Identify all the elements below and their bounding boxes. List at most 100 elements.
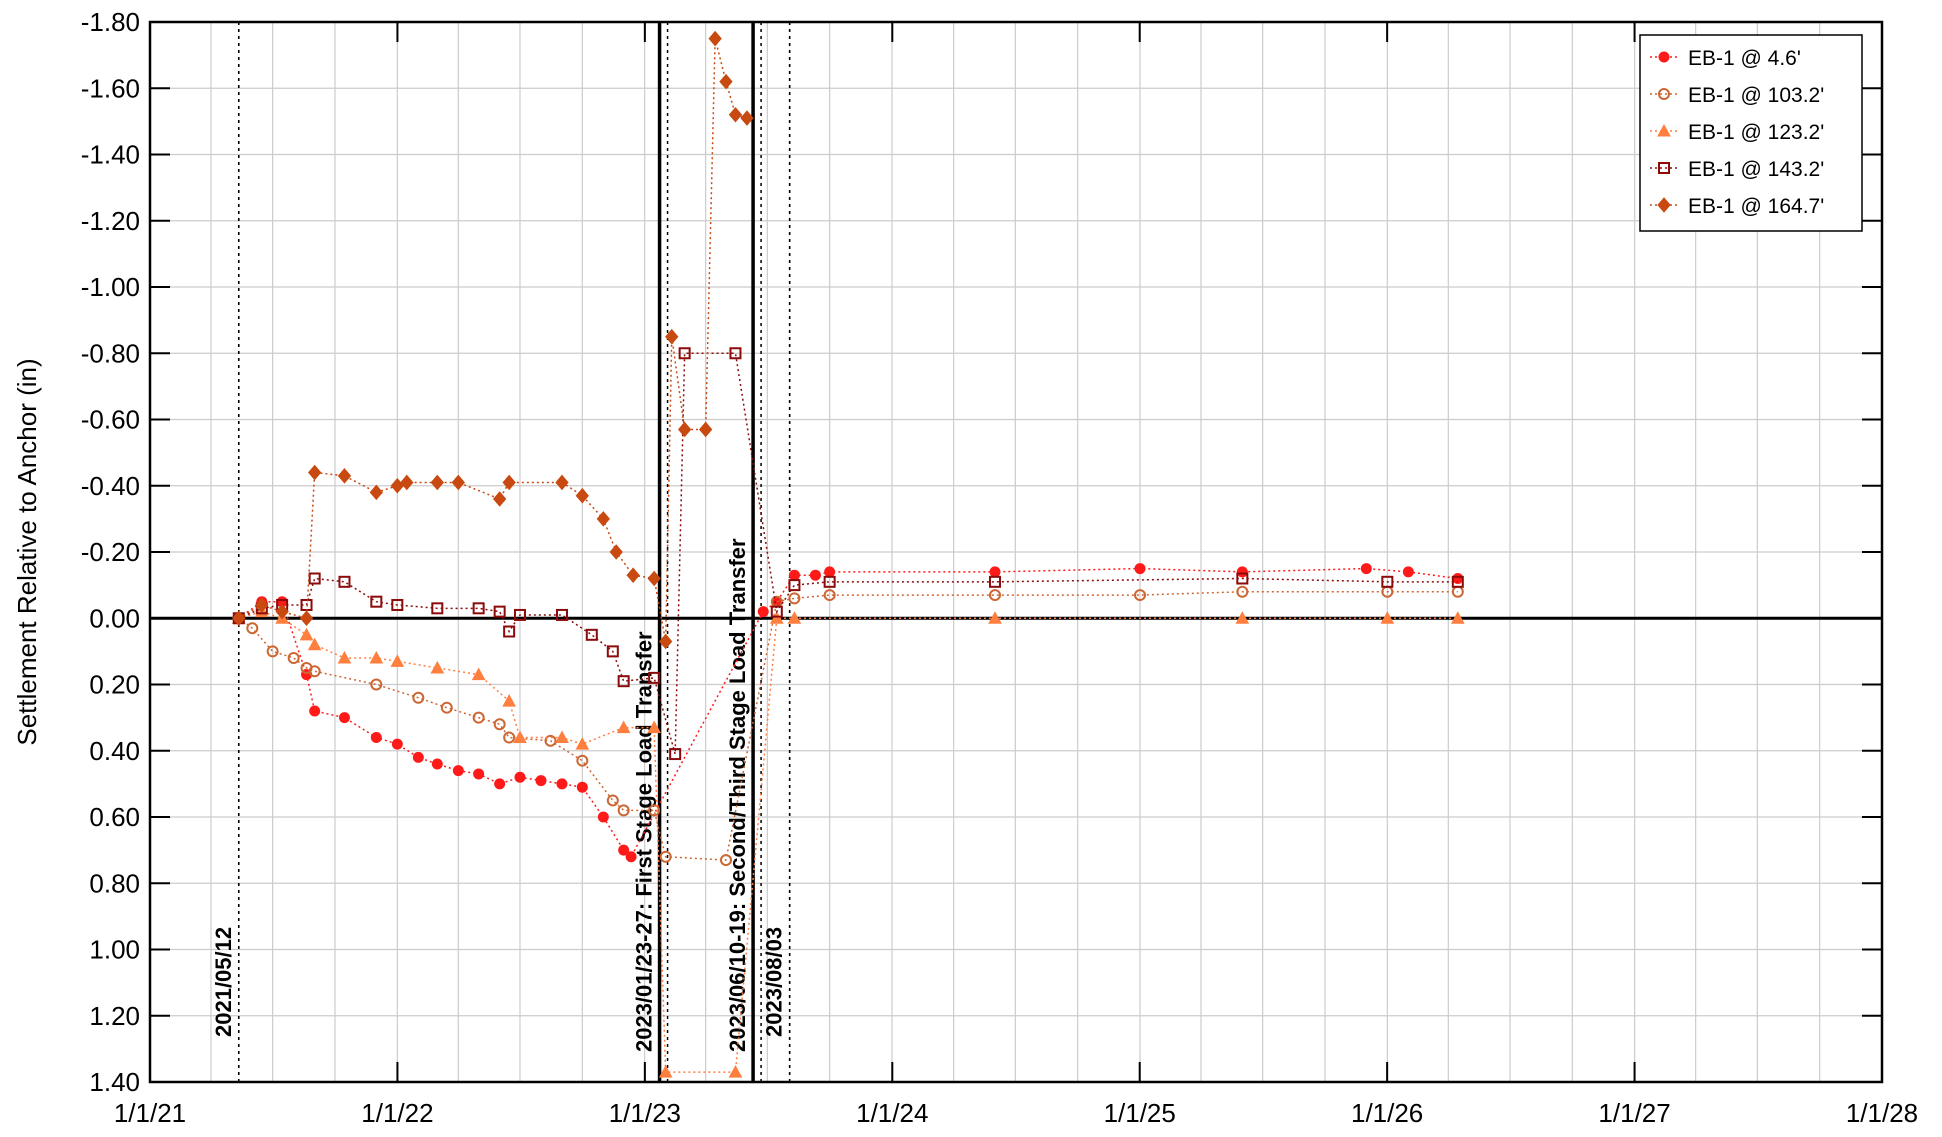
data-point [232, 610, 246, 627]
data-point [494, 778, 506, 790]
data-point [308, 572, 321, 585]
data-point [412, 751, 424, 763]
data-point [678, 347, 691, 360]
x-tick-label: 1/1/26 [1351, 1098, 1423, 1128]
data-point [626, 567, 640, 583]
legend-entry: EB-1 @ 164.7' [1688, 195, 1824, 218]
series-plot [231, 30, 1465, 1078]
x-tick-label: 1/1/22 [361, 1098, 433, 1128]
data-point [471, 667, 486, 681]
series-group [232, 30, 754, 650]
data-point [576, 754, 589, 767]
data-point [698, 421, 713, 438]
data-point [989, 566, 1001, 578]
data-point [647, 720, 661, 734]
y-tick-label: -1.00 [81, 272, 140, 302]
data-point [1380, 611, 1395, 624]
data-point [337, 468, 352, 484]
data-point [824, 566, 836, 578]
data-point [606, 794, 619, 807]
data-point [988, 611, 1002, 624]
data-point [492, 491, 507, 507]
data-point [1657, 197, 1671, 213]
data-point [669, 748, 682, 761]
data-point [246, 622, 259, 635]
data-point [1451, 575, 1464, 588]
data-point [740, 110, 754, 126]
data-point [472, 711, 485, 724]
data-point [299, 610, 314, 627]
legend-entry: EB-1 @ 143.2' [1688, 158, 1824, 181]
event-label: 2023/08/03 [762, 927, 787, 1037]
data-point [1360, 563, 1372, 575]
y-tick-label: 0.20 [89, 670, 140, 700]
series-line [238, 352, 1458, 755]
x-tick-label: 1/1/23 [609, 1098, 681, 1128]
data-point [1235, 611, 1250, 624]
series-line [238, 610, 1458, 1073]
data-point [719, 73, 733, 90]
data-point [555, 730, 569, 743]
legend-entry: EB-1 @ 103.2' [1688, 84, 1824, 107]
data-point [1658, 51, 1670, 63]
data-point [728, 1065, 743, 1078]
data-point [787, 611, 802, 624]
data-point [617, 804, 630, 817]
data-point [337, 650, 352, 664]
data-point [596, 511, 610, 527]
data-point [430, 474, 444, 491]
data-point [1450, 611, 1465, 624]
y-tick-label: 1.40 [89, 1067, 140, 1097]
data-point [308, 665, 321, 678]
x-tick-label: 1/1/27 [1598, 1098, 1670, 1128]
data-point [757, 606, 769, 618]
y-tick-label: -0.80 [81, 338, 140, 368]
data-point [788, 592, 801, 605]
data-point [493, 605, 506, 618]
data-point [788, 579, 801, 592]
data-point [988, 575, 1001, 588]
x-tick-label: 1/1/24 [856, 1098, 928, 1128]
data-point [503, 731, 516, 744]
data-point [473, 768, 485, 780]
data-point [452, 765, 464, 777]
data-point [309, 705, 321, 717]
data-point [431, 758, 443, 770]
y-tick-label: -1.40 [81, 140, 140, 170]
data-point [708, 30, 722, 47]
y-tick-label: -1.60 [81, 73, 140, 103]
legend: EB-1 @ 4.6' EB-1 @ 103.2' EB-1 @ 123.2' EB-… [1639, 34, 1863, 232]
data-point [729, 347, 742, 360]
y-tick-label: 1.00 [89, 935, 140, 965]
data-point [308, 464, 322, 481]
data-point [1134, 563, 1146, 575]
data-point [472, 602, 485, 615]
data-point [659, 633, 673, 650]
data-point [555, 474, 569, 491]
data-point [555, 608, 568, 621]
data-point [728, 106, 743, 123]
data-point [1402, 566, 1414, 578]
series-line [238, 591, 1458, 861]
data-point [575, 737, 590, 750]
event-label: 2023/01/23-27: First Stage Load Transfer [632, 631, 657, 1052]
data-point [307, 637, 322, 651]
data-point [658, 1065, 673, 1078]
event-lines: 2021/05/12 2023/01/23-27: First Stage Loa… [211, 22, 791, 1082]
data-point [788, 569, 800, 581]
data-point [440, 701, 453, 714]
y-tick-label: 0.60 [89, 802, 140, 832]
data-point [556, 778, 568, 790]
y-tick-label: -1.20 [81, 206, 140, 236]
data-point [502, 694, 516, 707]
x-tick-label: 1/1/25 [1104, 1098, 1176, 1128]
data-point [719, 854, 732, 867]
data-point [576, 781, 588, 793]
data-point [391, 599, 404, 611]
data-point [431, 602, 444, 615]
y-tick-label: 0.80 [89, 868, 140, 898]
data-point [609, 544, 623, 560]
data-point [266, 645, 279, 658]
grid [149, 21, 1882, 1083]
